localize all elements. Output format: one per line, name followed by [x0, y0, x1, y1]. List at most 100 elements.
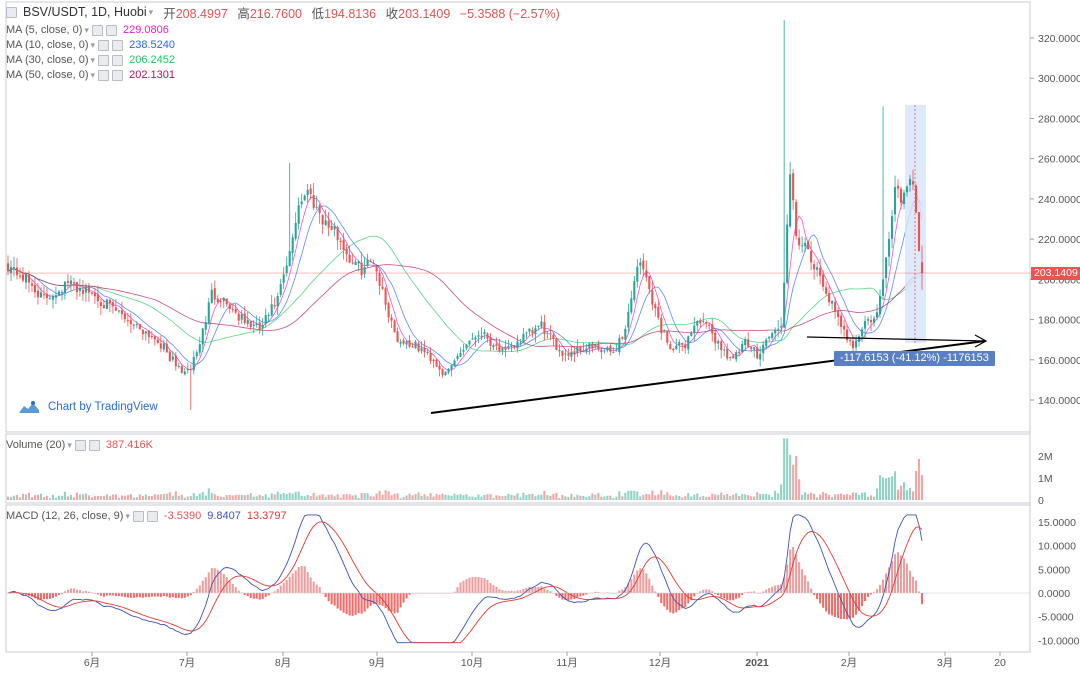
settings-icon[interactable]: [112, 54, 124, 66]
volume-bar: [450, 495, 453, 500]
chevron-down-icon[interactable]: ▾: [90, 39, 96, 50]
volume-bar: [306, 494, 309, 500]
eye-icon[interactable]: [74, 439, 86, 451]
macd-tick-label: 5.0000: [1038, 564, 1070, 576]
indicator-legend-ma50[interactable]: MA (50, close, 0) ▾ 202.1301: [6, 68, 175, 82]
macd-histogram-bar: [540, 586, 543, 593]
eye-icon[interactable]: [98, 39, 110, 51]
eye-icon[interactable]: [98, 69, 110, 81]
macd-histogram-bar: [102, 593, 105, 597]
candle-body: [267, 314, 270, 316]
volume-bar: [87, 495, 90, 500]
settings-icon[interactable]: [88, 439, 100, 451]
indicator-label[interactable]: MA (5, close, 0): [6, 24, 83, 36]
macd-histogram-bar: [699, 591, 702, 593]
chevron-down-icon[interactable]: ▾: [125, 510, 130, 521]
candle-body: [399, 341, 402, 344]
macd-histogram-bar: [753, 591, 756, 593]
candle-body: [444, 371, 447, 375]
volume-bar: [855, 492, 858, 500]
volume-bar: [804, 492, 807, 500]
volume-bar: [6, 496, 10, 500]
volume-bar: [896, 489, 900, 500]
indicator-legend-ma30[interactable]: MA (30, close, 0) ▾ 206.2452: [6, 53, 175, 67]
volume-bar: [765, 493, 768, 500]
candle-body: [195, 352, 198, 357]
candle-body: [405, 341, 408, 345]
candle-body: [741, 343, 744, 353]
indicator-legend-ma5[interactable]: MA (5, close, 0) ▾ 229.0806: [6, 23, 169, 37]
candle-body: [168, 351, 171, 362]
candle-body: [708, 324, 711, 326]
candle-body: [639, 262, 642, 266]
open-label: 开: [163, 6, 176, 21]
eye-icon[interactable]: [91, 24, 103, 36]
candle-body: [582, 350, 585, 352]
settings-icon[interactable]: [146, 510, 158, 522]
macd-histogram-bar: [774, 585, 777, 593]
candle-body: [666, 331, 669, 343]
candle-body: [579, 346, 582, 352]
settings-icon[interactable]: [112, 39, 124, 51]
price-pane: [6, 19, 1030, 414]
volume-bar: [489, 494, 492, 500]
symbol-label[interactable]: BSV/USDT, 1D, Huobi: [23, 5, 147, 19]
candle-body: [588, 343, 591, 348]
macd-histogram-bar: [876, 589, 879, 593]
macd-histogram-bar: [315, 584, 318, 593]
indicator-label[interactable]: MA (10, close, 0): [6, 39, 89, 51]
macd-histogram-bar: [777, 584, 780, 593]
macd-tick-label: -5.0000: [1038, 612, 1074, 624]
volume-bar: [99, 495, 102, 500]
arrow-head-icon: [974, 334, 988, 348]
settings-icon[interactable]: [105, 24, 117, 36]
candle-body: [408, 340, 411, 347]
macd-histogram-bar: [573, 593, 576, 599]
macd-histogram-bar: [390, 593, 393, 612]
volume-bar: [129, 494, 132, 500]
indicator-label[interactable]: Volume (20): [6, 439, 66, 451]
volume-legend[interactable]: Volume (20) ▾ 387.416K: [6, 438, 153, 452]
volume-bar: [240, 494, 243, 500]
branding-text: Chart by TradingView: [48, 401, 158, 413]
chevron-down-icon[interactable]: ▾: [67, 439, 72, 450]
tradingview-branding[interactable]: Chart by TradingView: [18, 400, 158, 414]
volume-bar: [480, 496, 483, 500]
candle-body: [351, 262, 354, 264]
macd-histogram-bar: [873, 591, 876, 593]
macd-histogram-bar: [180, 593, 183, 599]
volume-bar: [279, 493, 282, 500]
volume-tick-label: 1M: [1038, 473, 1053, 485]
macd-histogram-bar: [120, 593, 123, 597]
volume-bar: [708, 496, 711, 500]
indicator-label[interactable]: MA (50, close, 0): [6, 69, 89, 81]
chevron-down-icon[interactable]: ▾: [90, 69, 96, 80]
indicator-label[interactable]: MACD (12, 26, close, 9): [6, 510, 124, 522]
candle-body: [120, 310, 123, 315]
price-tick-label: 280.0000: [1038, 113, 1080, 125]
volume-bar: [267, 497, 270, 500]
candle-body: [489, 336, 492, 346]
eye-icon[interactable]: [98, 54, 110, 66]
settings-icon[interactable]: [112, 69, 124, 81]
macd-histogram-bar: [129, 593, 132, 598]
candle-body: [825, 287, 828, 294]
volume-bar: [183, 497, 186, 500]
eye-icon[interactable]: [132, 510, 144, 522]
chevron-down-icon[interactable]: ▾: [84, 24, 89, 35]
collapse-legend-icon[interactable]: [6, 6, 17, 18]
chevron-down-icon[interactable]: ▾: [90, 54, 96, 65]
chevron-down-icon[interactable]: ▾: [148, 6, 154, 17]
indicator-label[interactable]: MA (30, close, 0): [6, 54, 89, 66]
indicator-legend-ma10[interactable]: MA (10, close, 0) ▾ 238.5240: [6, 38, 175, 52]
indicator-value: 206.2452: [129, 54, 175, 66]
candle-body: [165, 343, 168, 353]
macd-histogram-bar: [234, 587, 237, 593]
volume-bar: [48, 498, 51, 500]
candle-body: [543, 321, 546, 335]
macd-histogram-bar: [468, 577, 471, 593]
candle-body: [552, 335, 555, 339]
macd-histogram-bar: [252, 593, 255, 599]
macd-legend[interactable]: MACD (12, 26, close, 9) ▾ -3.5390 9.8407…: [6, 509, 287, 523]
